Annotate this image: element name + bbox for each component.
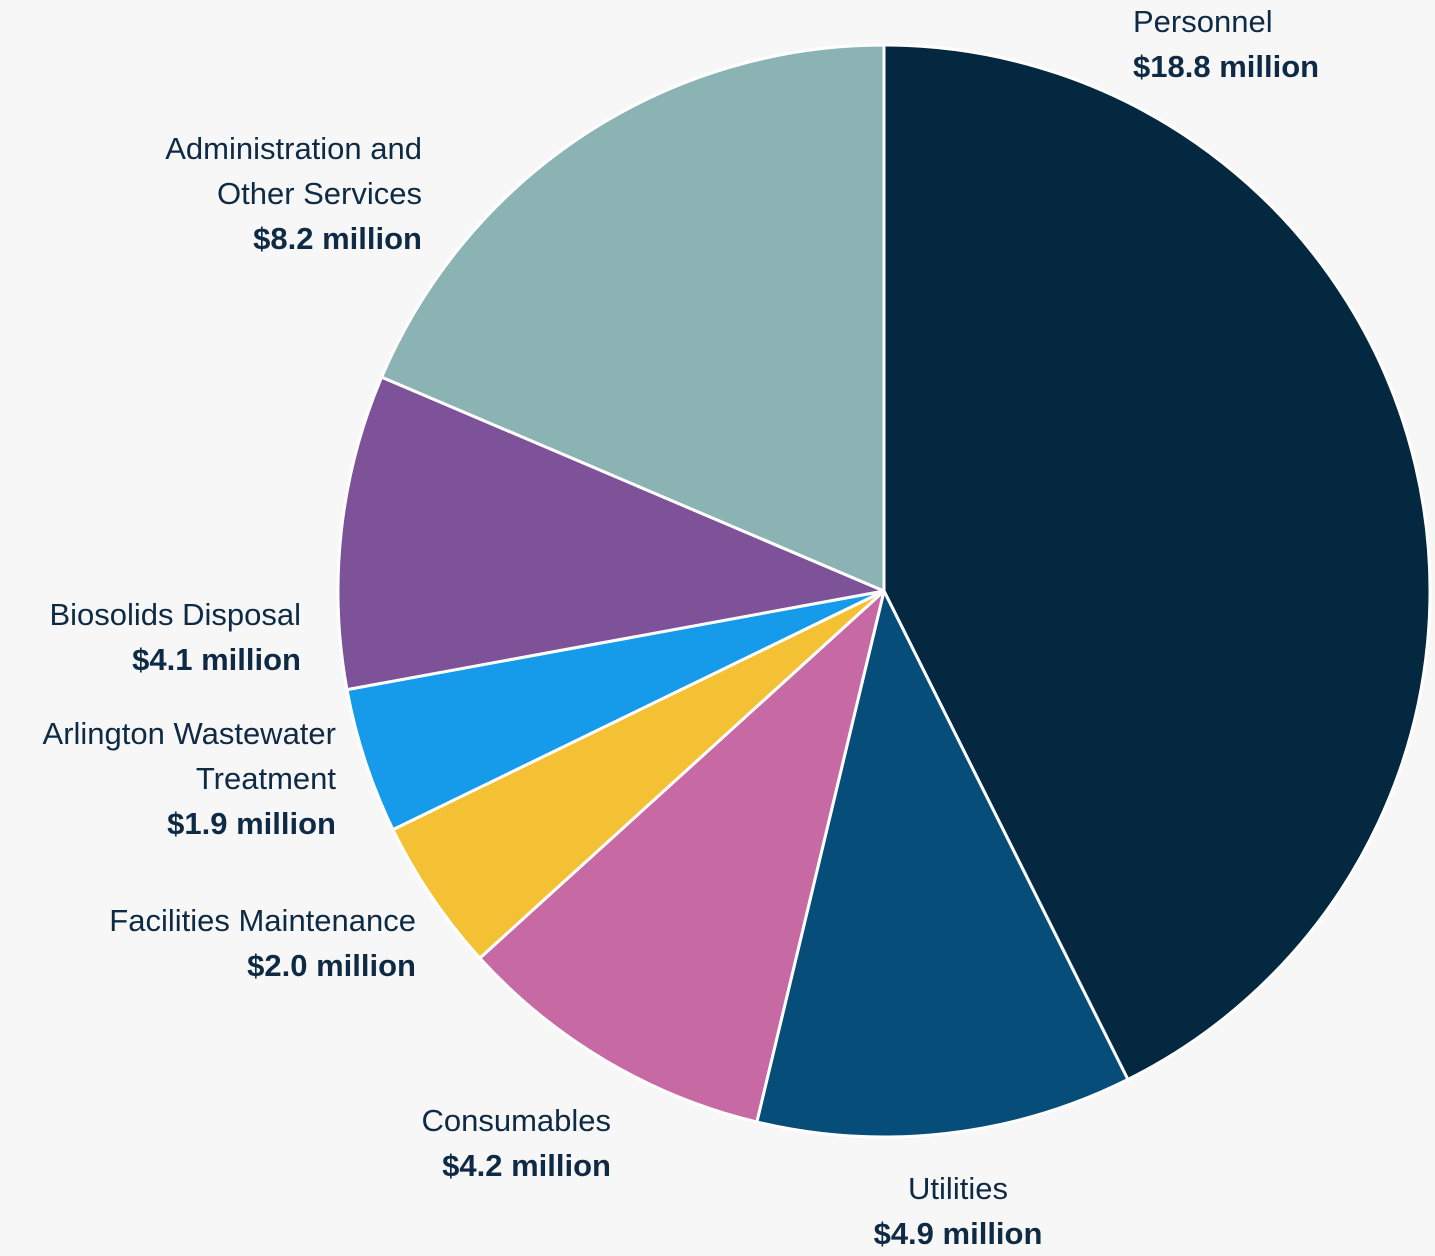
pie-slice-utilities — [755, 589, 1130, 1139]
label-biosolids-name: Biosolids Disposal — [49, 597, 301, 632]
label-administration-name-line2: Other Services — [216, 176, 422, 211]
pie-slice-biosolids-disposal — [336, 375, 886, 692]
label-consumables-value: $4.2 million — [442, 1148, 611, 1183]
label-biosolids: Biosolids Disposal $4.1 million — [49, 592, 301, 682]
label-facilities-name: Facilities Maintenance — [109, 903, 416, 938]
label-administration: Administration and Other Services $8.2 m… — [165, 126, 422, 261]
label-facilities-value: $2.0 million — [247, 948, 416, 983]
pie-slice-consumables — [478, 589, 886, 1124]
label-administration-value: $8.2 million — [253, 221, 422, 256]
label-utilities: Utilities $4.9 million — [858, 1166, 1058, 1256]
label-arlington: Arlington Wastewater Treatment $1.9 mill… — [43, 711, 336, 846]
label-utilities-value: $4.9 million — [873, 1216, 1043, 1251]
label-personnel: Personnel $18.8 million — [1133, 0, 1319, 89]
label-arlington-value: $1.9 million — [167, 806, 336, 841]
label-consumables-name: Consumables — [421, 1103, 611, 1138]
label-arlington-name-line2: Treatment — [195, 761, 336, 796]
pie-slice-administration-and-other-services — [380, 43, 886, 593]
label-utilities-name: Utilities — [908, 1171, 1008, 1206]
label-arlington-name-line1: Arlington Wastewater — [42, 716, 336, 751]
pie-slice-personnel — [882, 43, 1432, 1081]
label-personnel-value: $18.8 million — [1133, 49, 1320, 84]
label-administration-name-line1: Administration and — [165, 131, 422, 166]
label-biosolids-value: $4.1 million — [132, 642, 301, 677]
label-personnel-name: Personnel — [1133, 4, 1273, 39]
label-facilities: Facilities Maintenance $2.0 million — [109, 898, 416, 988]
label-consumables: Consumables $4.2 million — [421, 1098, 611, 1188]
